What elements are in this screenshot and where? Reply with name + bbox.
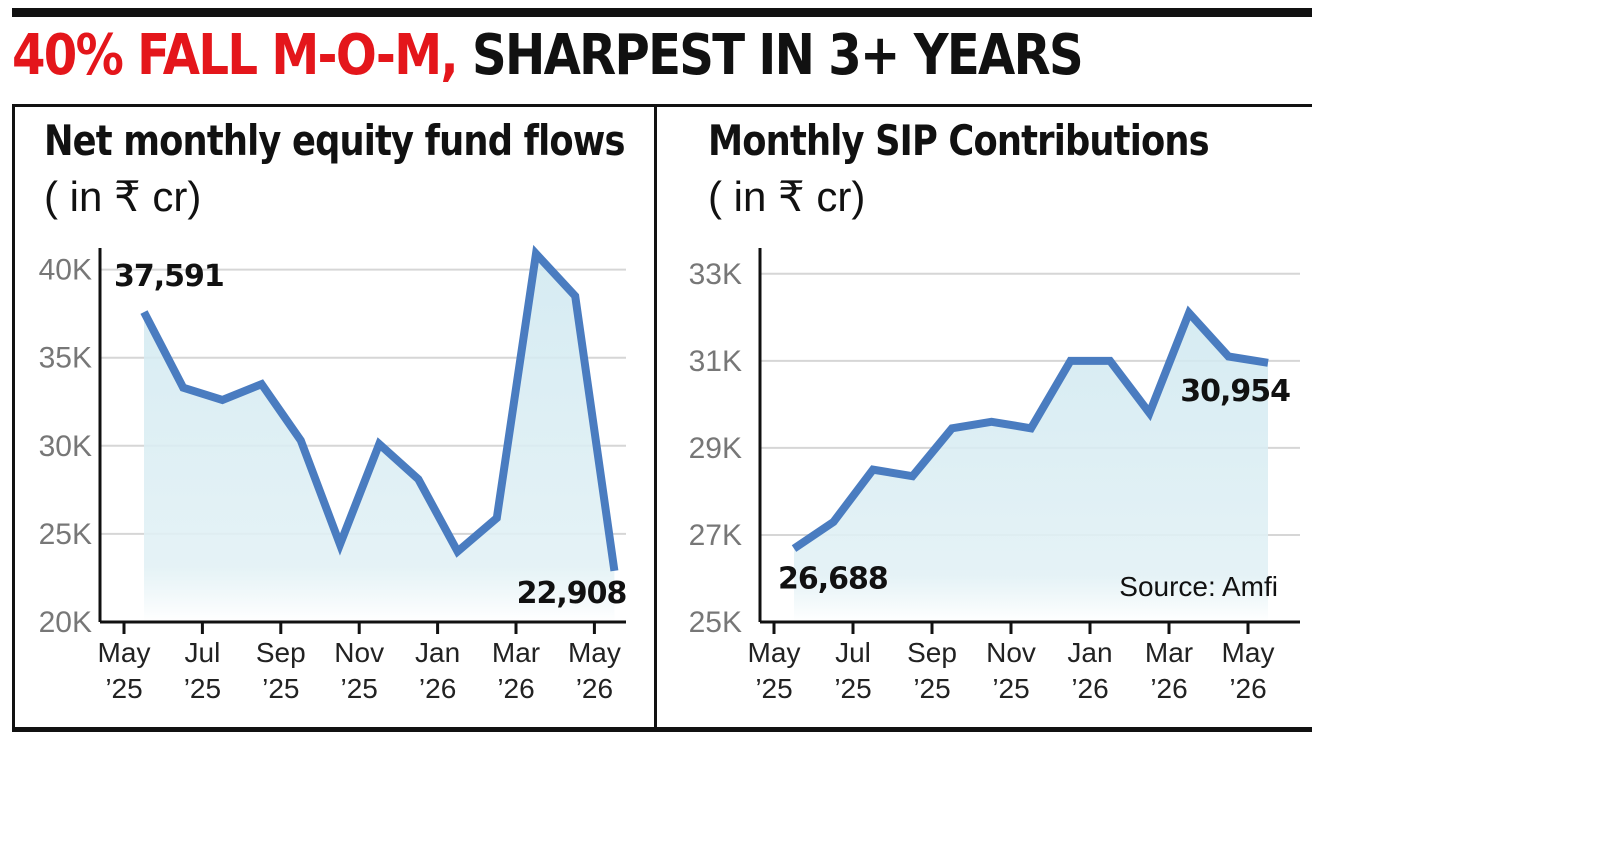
- series-area: [144, 253, 615, 622]
- data-label: 22,908: [517, 576, 627, 611]
- x-tick-label-month: Jan: [1067, 637, 1112, 668]
- x-tick-label-year: ’25: [992, 673, 1029, 704]
- top-rule: [12, 8, 1312, 17]
- data-label: 37,591: [114, 259, 224, 294]
- y-tick-label: 35K: [39, 342, 92, 375]
- x-tick-label-month: May: [98, 637, 151, 668]
- sip-contributions-chart: 25K 27K 29K 31K 33K May ’25 Jul ’25 Sep ’25 Nov ’25 J…: [689, 248, 1300, 704]
- x-tick-label-year: ’26: [1071, 673, 1108, 704]
- x-tick-label-year: ’26: [1150, 673, 1187, 704]
- series-area: [794, 312, 1268, 622]
- y-tick-label: 40K: [39, 254, 92, 287]
- x-tick-label-year: ’25: [913, 673, 950, 704]
- x-tick-label-year: ’26: [1229, 673, 1266, 704]
- x-tick-label-year: ’25: [184, 673, 221, 704]
- x-tick-label-month: Mar: [1145, 637, 1193, 668]
- y-tick-label: 20K: [39, 606, 92, 639]
- x-tick-label-month: Nov: [986, 637, 1036, 668]
- x-tick-label-year: ’25: [105, 673, 142, 704]
- left-chart-title: Net monthly equity fund flows: [44, 116, 625, 165]
- x-tick-label-month: May: [1222, 637, 1275, 668]
- y-tick-label: 25K: [39, 518, 92, 551]
- x-tick-label-year: ’25: [834, 673, 871, 704]
- y-tick-label: 33K: [689, 258, 742, 291]
- x-tick-label-month: Nov: [334, 637, 384, 668]
- data-label: 30,954: [1180, 374, 1290, 409]
- y-tick-label: 30K: [39, 430, 92, 463]
- data-label: 26,688: [778, 562, 888, 597]
- x-tick-label-month: Jul: [835, 637, 871, 668]
- right-chart-unit: ( in ₹ cr): [708, 173, 866, 220]
- x-tick-label-month: May: [748, 637, 801, 668]
- x-tick-label-year: ’25: [755, 673, 792, 704]
- x-tick-label-year: ’26: [576, 673, 613, 704]
- left-chart-unit: ( in ₹ cr): [44, 173, 202, 220]
- headline: 40% FALL M-O-M, SHARPEST IN 3+ YEARS: [12, 18, 1084, 94]
- x-tick-label-year: ’26: [419, 673, 456, 704]
- x-tick-label-month: Mar: [492, 637, 540, 668]
- y-tick-label: 31K: [689, 345, 742, 378]
- x-tick-label-month: Jan: [415, 637, 460, 668]
- y-tick-label: 29K: [689, 432, 742, 465]
- x-tick-label-year: ’25: [341, 673, 378, 704]
- source-note: Source: Amfi: [1119, 571, 1278, 602]
- x-tick-label-year: ’25: [262, 673, 299, 704]
- headline-black: SHARPEST IN 3+ YEARS: [472, 23, 1084, 88]
- panel-divider: [654, 104, 657, 728]
- charts-frame: [12, 104, 1312, 732]
- x-tick-label-month: Jul: [185, 637, 221, 668]
- equity-flows-chart: 20K 25K 30K 35K 40K May ’25 Jul ’25 Sep ’25 Nov ’25 J…: [39, 244, 628, 704]
- headline-red: 40% FALL M-O-M,: [12, 23, 459, 88]
- x-tick-label-year: ’26: [497, 673, 534, 704]
- x-tick-label-month: Sep: [256, 637, 306, 668]
- y-tick-label: 27K: [689, 519, 742, 552]
- x-tick-label-month: Sep: [907, 637, 957, 668]
- y-tick-label: 25K: [689, 606, 742, 639]
- right-chart-title: Monthly SIP Contributions: [708, 116, 1210, 165]
- x-tick-label-month: May: [568, 637, 621, 668]
